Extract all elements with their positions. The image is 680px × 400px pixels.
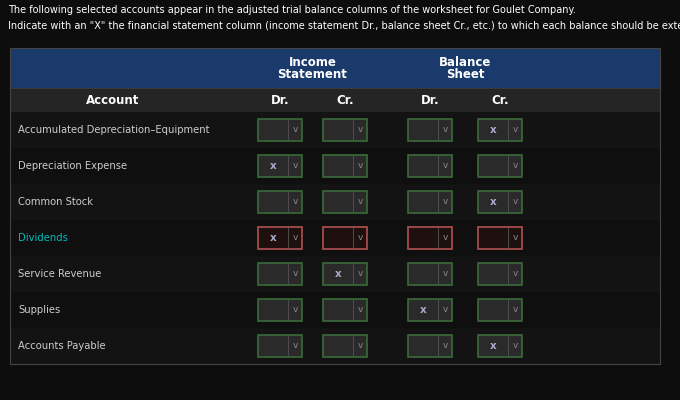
Text: v: v	[512, 234, 517, 242]
Text: v: v	[442, 198, 447, 206]
FancyBboxPatch shape	[408, 191, 452, 213]
Text: Accumulated Depreciation–Equipment: Accumulated Depreciation–Equipment	[18, 125, 209, 135]
FancyBboxPatch shape	[10, 112, 660, 148]
FancyBboxPatch shape	[323, 227, 367, 249]
Text: v: v	[292, 306, 298, 314]
FancyBboxPatch shape	[478, 191, 522, 213]
Text: Account: Account	[86, 94, 139, 106]
FancyBboxPatch shape	[323, 119, 367, 141]
Text: v: v	[357, 234, 362, 242]
FancyBboxPatch shape	[10, 184, 660, 220]
FancyBboxPatch shape	[323, 335, 367, 357]
Text: v: v	[512, 270, 517, 278]
FancyBboxPatch shape	[408, 335, 452, 357]
Text: v: v	[442, 306, 447, 314]
Text: v: v	[357, 162, 362, 170]
FancyBboxPatch shape	[10, 328, 660, 364]
Text: Cr.: Cr.	[336, 94, 354, 106]
Text: Supplies: Supplies	[18, 305, 61, 315]
FancyBboxPatch shape	[323, 299, 367, 321]
Text: Income: Income	[288, 56, 337, 70]
Text: v: v	[442, 234, 447, 242]
Text: Dividends: Dividends	[18, 233, 68, 243]
FancyBboxPatch shape	[258, 119, 302, 141]
FancyBboxPatch shape	[10, 256, 660, 292]
FancyBboxPatch shape	[10, 48, 660, 88]
Text: v: v	[292, 126, 298, 134]
Text: x: x	[490, 197, 496, 207]
FancyBboxPatch shape	[258, 155, 302, 177]
Text: Indicate with an "X" the financial statement column (income statement Dr., balan: Indicate with an "X" the financial state…	[8, 21, 680, 31]
Text: v: v	[357, 342, 362, 350]
Text: Balance: Balance	[439, 56, 491, 70]
Text: v: v	[292, 342, 298, 350]
Text: Cr.: Cr.	[491, 94, 509, 106]
FancyBboxPatch shape	[258, 191, 302, 213]
Text: Dr.: Dr.	[271, 94, 289, 106]
FancyBboxPatch shape	[258, 299, 302, 321]
Text: x: x	[270, 233, 276, 243]
Text: v: v	[292, 198, 298, 206]
Text: x: x	[420, 305, 426, 315]
FancyBboxPatch shape	[10, 88, 660, 112]
FancyBboxPatch shape	[408, 299, 452, 321]
FancyBboxPatch shape	[408, 263, 452, 285]
Text: Common Stock: Common Stock	[18, 197, 93, 207]
FancyBboxPatch shape	[478, 335, 522, 357]
Text: v: v	[512, 162, 517, 170]
Text: x: x	[490, 125, 496, 135]
Text: Sheet: Sheet	[446, 68, 484, 80]
Text: x: x	[335, 269, 341, 279]
Text: v: v	[357, 126, 362, 134]
Text: Dr.: Dr.	[421, 94, 439, 106]
FancyBboxPatch shape	[408, 119, 452, 141]
FancyBboxPatch shape	[408, 155, 452, 177]
Text: v: v	[442, 342, 447, 350]
FancyBboxPatch shape	[323, 155, 367, 177]
FancyBboxPatch shape	[408, 227, 452, 249]
FancyBboxPatch shape	[258, 335, 302, 357]
FancyBboxPatch shape	[10, 220, 660, 256]
Text: v: v	[442, 270, 447, 278]
Text: v: v	[292, 234, 298, 242]
Text: v: v	[512, 306, 517, 314]
FancyBboxPatch shape	[323, 191, 367, 213]
FancyBboxPatch shape	[258, 263, 302, 285]
FancyBboxPatch shape	[478, 263, 522, 285]
FancyBboxPatch shape	[478, 299, 522, 321]
Text: x: x	[270, 161, 276, 171]
Text: v: v	[357, 306, 362, 314]
Text: v: v	[512, 126, 517, 134]
FancyBboxPatch shape	[10, 292, 660, 328]
Text: v: v	[512, 342, 517, 350]
FancyBboxPatch shape	[323, 263, 367, 285]
FancyBboxPatch shape	[478, 119, 522, 141]
Text: v: v	[442, 162, 447, 170]
Text: Service Revenue: Service Revenue	[18, 269, 101, 279]
Text: Statement: Statement	[277, 68, 347, 80]
Text: v: v	[292, 270, 298, 278]
Text: v: v	[357, 198, 362, 206]
FancyBboxPatch shape	[10, 148, 660, 184]
Text: Depreciation Expense: Depreciation Expense	[18, 161, 127, 171]
Text: x: x	[490, 341, 496, 351]
Text: v: v	[512, 198, 517, 206]
Text: v: v	[357, 270, 362, 278]
FancyBboxPatch shape	[478, 155, 522, 177]
FancyBboxPatch shape	[478, 227, 522, 249]
Text: Accounts Payable: Accounts Payable	[18, 341, 105, 351]
Text: The following selected accounts appear in the adjusted trial balance columns of : The following selected accounts appear i…	[8, 5, 576, 15]
FancyBboxPatch shape	[258, 227, 302, 249]
Text: v: v	[442, 126, 447, 134]
Text: v: v	[292, 162, 298, 170]
